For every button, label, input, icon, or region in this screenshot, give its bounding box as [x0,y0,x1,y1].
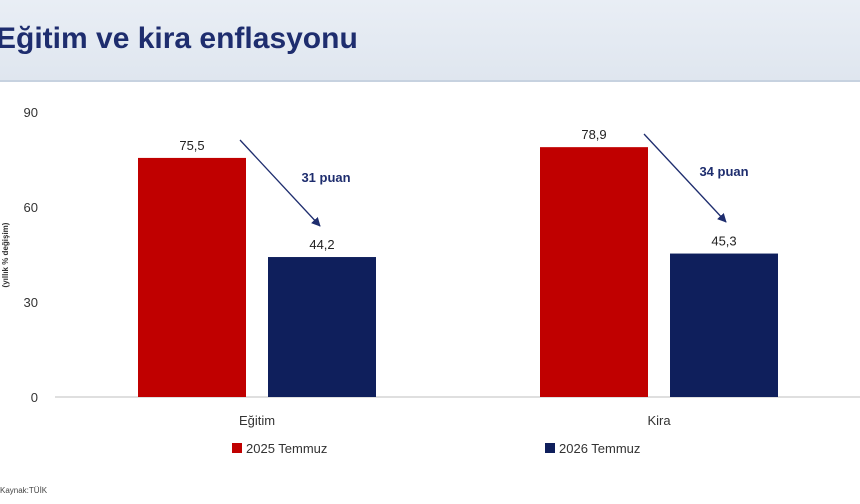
y-tick-label: 30 [24,295,38,310]
page-title: Eğitim ve kira enflasyonu [0,22,358,55]
annotation-label: 31 puan [301,170,350,185]
data-label: 75,5 [179,138,204,153]
bar [670,253,778,397]
source-note: Kaynak:TÜİK [0,486,48,495]
header-bar: Eğitim ve kira enflasyonu [0,0,860,82]
legend-swatch [545,443,555,453]
bar [138,157,246,397]
legend-swatch [232,443,242,453]
annotation-arrow [239,139,321,227]
annotation-label: 34 puan [699,164,748,179]
y-tick-label: 90 [24,105,38,120]
y-tick-label: 60 [24,200,38,215]
legend-label: 2026 Temmuz [559,441,640,456]
x-tick-label: Eğitim [239,413,275,428]
x-tick-label: Kira [647,413,671,428]
legend-label: 2025 Temmuz [246,441,327,456]
y-axis-label: (yıllık % değişim) [1,222,10,287]
bar [268,257,376,397]
annotation-arrow [643,133,727,223]
data-label: 45,3 [711,234,736,249]
data-label: 44,2 [309,237,334,252]
bar [540,147,648,397]
data-label: 78,9 [581,127,606,142]
y-tick-label: 0 [31,390,38,405]
